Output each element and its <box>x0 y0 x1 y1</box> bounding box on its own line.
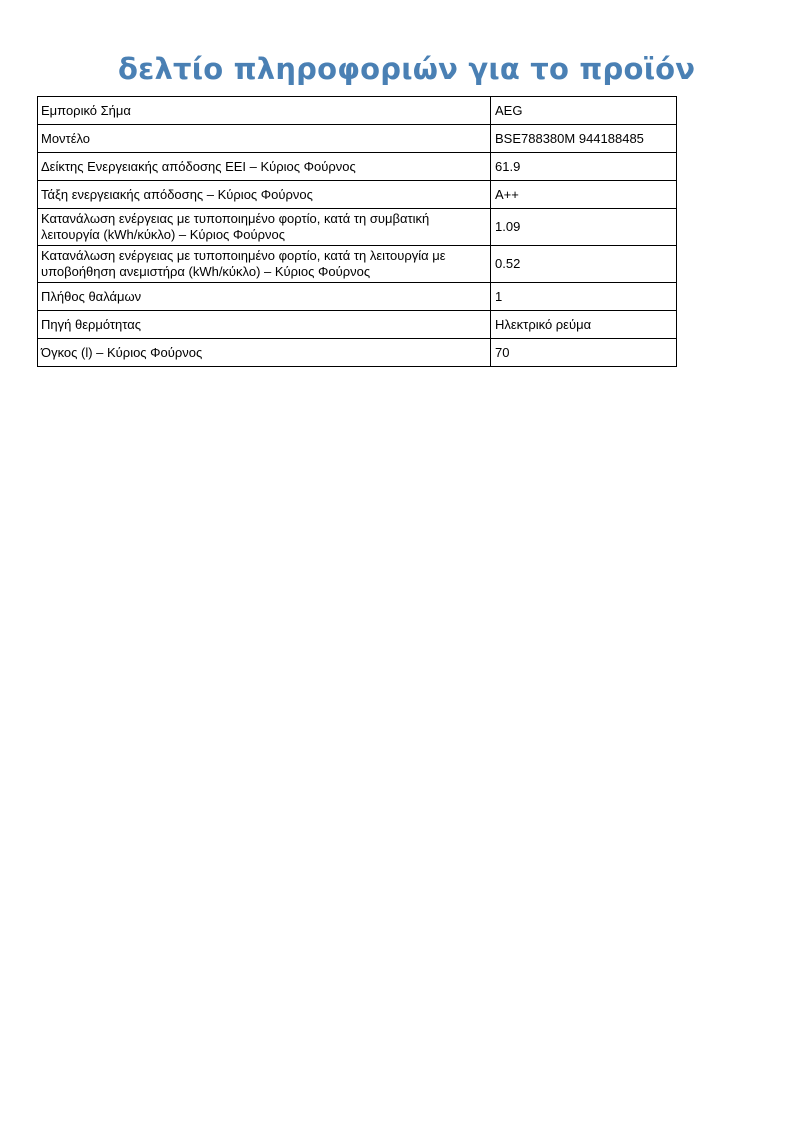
table-row: Κατανάλωση ενέργειας με τυποποιημένο φορ… <box>37 245 677 283</box>
table-row: Δείκτης Ενεργειακής απόδοσης EEI – Κύριο… <box>37 152 677 181</box>
row-value: Ηλεκτρικό ρεύμα <box>490 310 677 339</box>
row-value: AEG <box>490 96 677 125</box>
table-row: Πηγή θερμότητας Ηλεκτρικό ρεύμα <box>37 310 677 339</box>
row-value: A++ <box>490 180 677 209</box>
row-label: Πλήθος θαλάμων <box>37 282 491 311</box>
row-label: Μοντέλο <box>37 124 491 153</box>
row-value: 70 <box>490 338 677 367</box>
table-row: Τάξη ενεργειακής απόδοσης – Κύριος Φούρν… <box>37 180 677 209</box>
row-value: 61.9 <box>490 152 677 181</box>
row-label: Τάξη ενεργειακής απόδοσης – Κύριος Φούρν… <box>37 180 491 209</box>
page-title: δελτίο πληροφοριών για το προϊόν <box>118 52 696 87</box>
row-label: Κατανάλωση ενέργειας με τυποποιημένο φορ… <box>37 208 491 246</box>
table-row: Πλήθος θαλάμων 1 <box>37 282 677 311</box>
row-label: Όγκος (l) – Κύριος Φούρνος <box>37 338 491 367</box>
row-value: 1 <box>490 282 677 311</box>
table-row: Όγκος (l) – Κύριος Φούρνος 70 <box>37 338 677 367</box>
row-value: 0.52 <box>490 245 677 283</box>
product-info-table: Εμπορικό Σήμα AEG Μοντέλο BSE788380M 944… <box>37 96 677 367</box>
product-table-body: Εμπορικό Σήμα AEG Μοντέλο BSE788380M 944… <box>37 96 677 367</box>
row-value: 1.09 <box>490 208 677 246</box>
row-label: Πηγή θερμότητας <box>37 310 491 339</box>
table-row: Μοντέλο BSE788380M 944188485 <box>37 124 677 153</box>
row-label: Εμπορικό Σήμα <box>37 96 491 125</box>
table-row: Εμπορικό Σήμα AEG <box>37 96 677 125</box>
table-row: Κατανάλωση ενέργειας με τυποποιημένο φορ… <box>37 208 677 246</box>
row-label: Δείκτης Ενεργειακής απόδοσης EEI – Κύριο… <box>37 152 491 181</box>
row-label: Κατανάλωση ενέργειας με τυποποιημένο φορ… <box>37 245 491 283</box>
row-value: BSE788380M 944188485 <box>490 124 677 153</box>
